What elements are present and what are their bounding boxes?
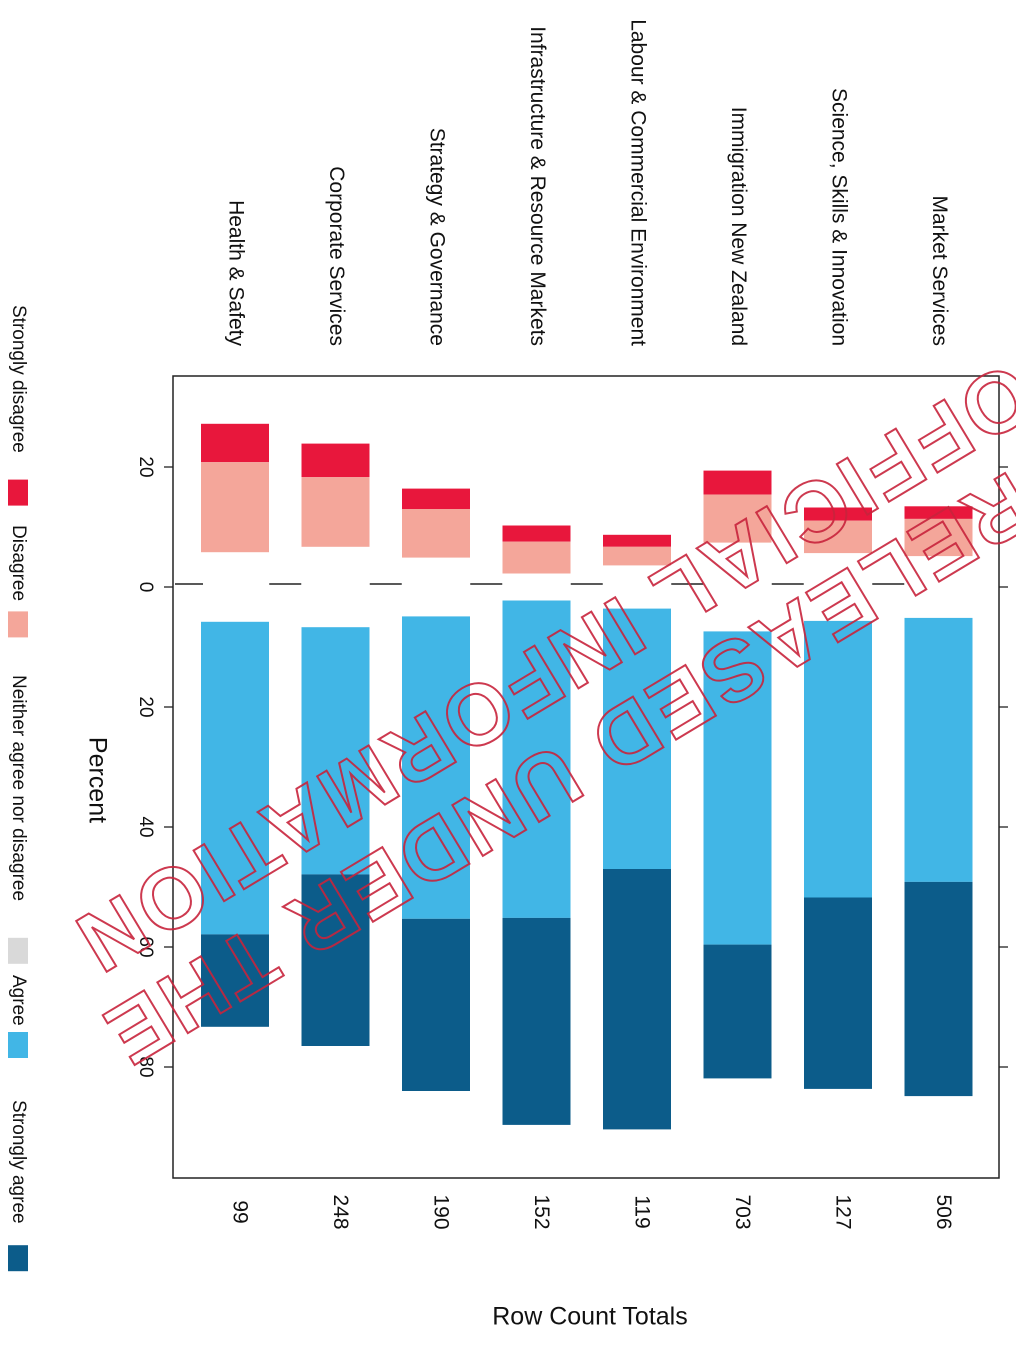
row-total-label: 506 xyxy=(932,1194,955,1229)
bar-strongly-disagree xyxy=(904,506,973,519)
bar-agree xyxy=(301,627,370,875)
plot-area xyxy=(164,375,1008,1179)
bar-agree xyxy=(904,617,973,882)
x-axis-title: Percent xyxy=(83,737,111,823)
bar-strongly-agree xyxy=(301,874,370,1046)
bar-agree xyxy=(502,600,571,918)
bar-strongly-disagree xyxy=(603,534,671,547)
legend-swatch xyxy=(8,1032,28,1058)
category-label: Strategy & Governance xyxy=(425,128,448,346)
bar-strongly-agree xyxy=(201,934,269,1027)
legend-label: Strongly agree xyxy=(8,1100,29,1224)
bar-strongly-disagree xyxy=(301,443,370,478)
bar-strongly-agree xyxy=(703,944,772,1079)
bar-strongly-disagree xyxy=(402,488,470,509)
bar-strongly-agree xyxy=(402,918,470,1091)
row-total-label: 703 xyxy=(731,1194,754,1229)
legend-swatch xyxy=(8,611,28,638)
row-total-label: 152 xyxy=(530,1194,553,1229)
legend-label: Agree xyxy=(8,975,29,1026)
row-total-label: 119 xyxy=(630,1195,653,1228)
bar-disagree xyxy=(301,477,370,547)
bar-disagree xyxy=(603,546,671,566)
tick-label: 60 xyxy=(135,936,156,957)
bar-disagree xyxy=(904,518,973,557)
bar-disagree xyxy=(502,541,571,574)
legend-label: Neither agree nor disagree xyxy=(8,675,29,901)
bar-strongly-disagree xyxy=(201,423,269,463)
tick-label: 20 xyxy=(135,456,156,477)
tick-label: 0 xyxy=(135,582,156,593)
category-label: Health & Safety xyxy=(224,200,247,346)
legend-swatch xyxy=(8,937,28,964)
label-layer: 20 0 20 40 60 80 Health & Safety 99 Corporate Se… xyxy=(83,19,955,1330)
category-label: Science, Skills & Innovation xyxy=(827,88,850,346)
category-label: Immigration New Zealand xyxy=(727,107,750,346)
bar-strongly-agree xyxy=(502,917,571,1125)
category-label: Labour & Commercial Environment xyxy=(626,19,649,346)
row-total-label: 248 xyxy=(329,1194,352,1229)
category-label: Market Services xyxy=(928,195,951,346)
bar-strongly-disagree xyxy=(703,470,772,495)
tick-label: 20 xyxy=(135,696,156,717)
bar-agree xyxy=(703,631,772,945)
bar-disagree xyxy=(201,462,269,553)
bar-layer xyxy=(201,423,973,1130)
bar-disagree xyxy=(804,520,872,554)
row-total-label: 127 xyxy=(831,1194,854,1229)
bar-disagree xyxy=(703,494,772,543)
row-total-label: 190 xyxy=(429,1194,452,1229)
legend-swatch xyxy=(8,1245,28,1272)
bar-strongly-agree xyxy=(804,897,872,1089)
legend: Strongly disagree Disagree Neither agree n… xyxy=(8,305,29,1272)
bar-strongly-disagree xyxy=(502,525,571,542)
bar-agree xyxy=(402,616,470,919)
legend-label: Disagree xyxy=(8,525,29,601)
bar-disagree xyxy=(402,509,470,558)
bar-agree xyxy=(804,620,872,898)
legend-swatch xyxy=(8,479,28,506)
plot-frame xyxy=(172,375,1000,1179)
row-count-title: Row Count Totals xyxy=(492,1303,687,1331)
bar-strongly-disagree xyxy=(804,507,872,521)
bar-strongly-agree xyxy=(603,869,671,1130)
bar-strongly-agree xyxy=(904,881,973,1097)
category-label: Corporate Services xyxy=(325,166,348,346)
bar-agree xyxy=(201,621,269,935)
category-label: Infrastructure & Resource Markets xyxy=(526,26,549,346)
bar-agree xyxy=(603,608,671,869)
tick-label: 80 xyxy=(135,1056,156,1077)
tick-label: 40 xyxy=(135,816,156,837)
row-total-label: 99 xyxy=(228,1200,251,1223)
legend-label: Strongly disagree xyxy=(8,305,29,453)
